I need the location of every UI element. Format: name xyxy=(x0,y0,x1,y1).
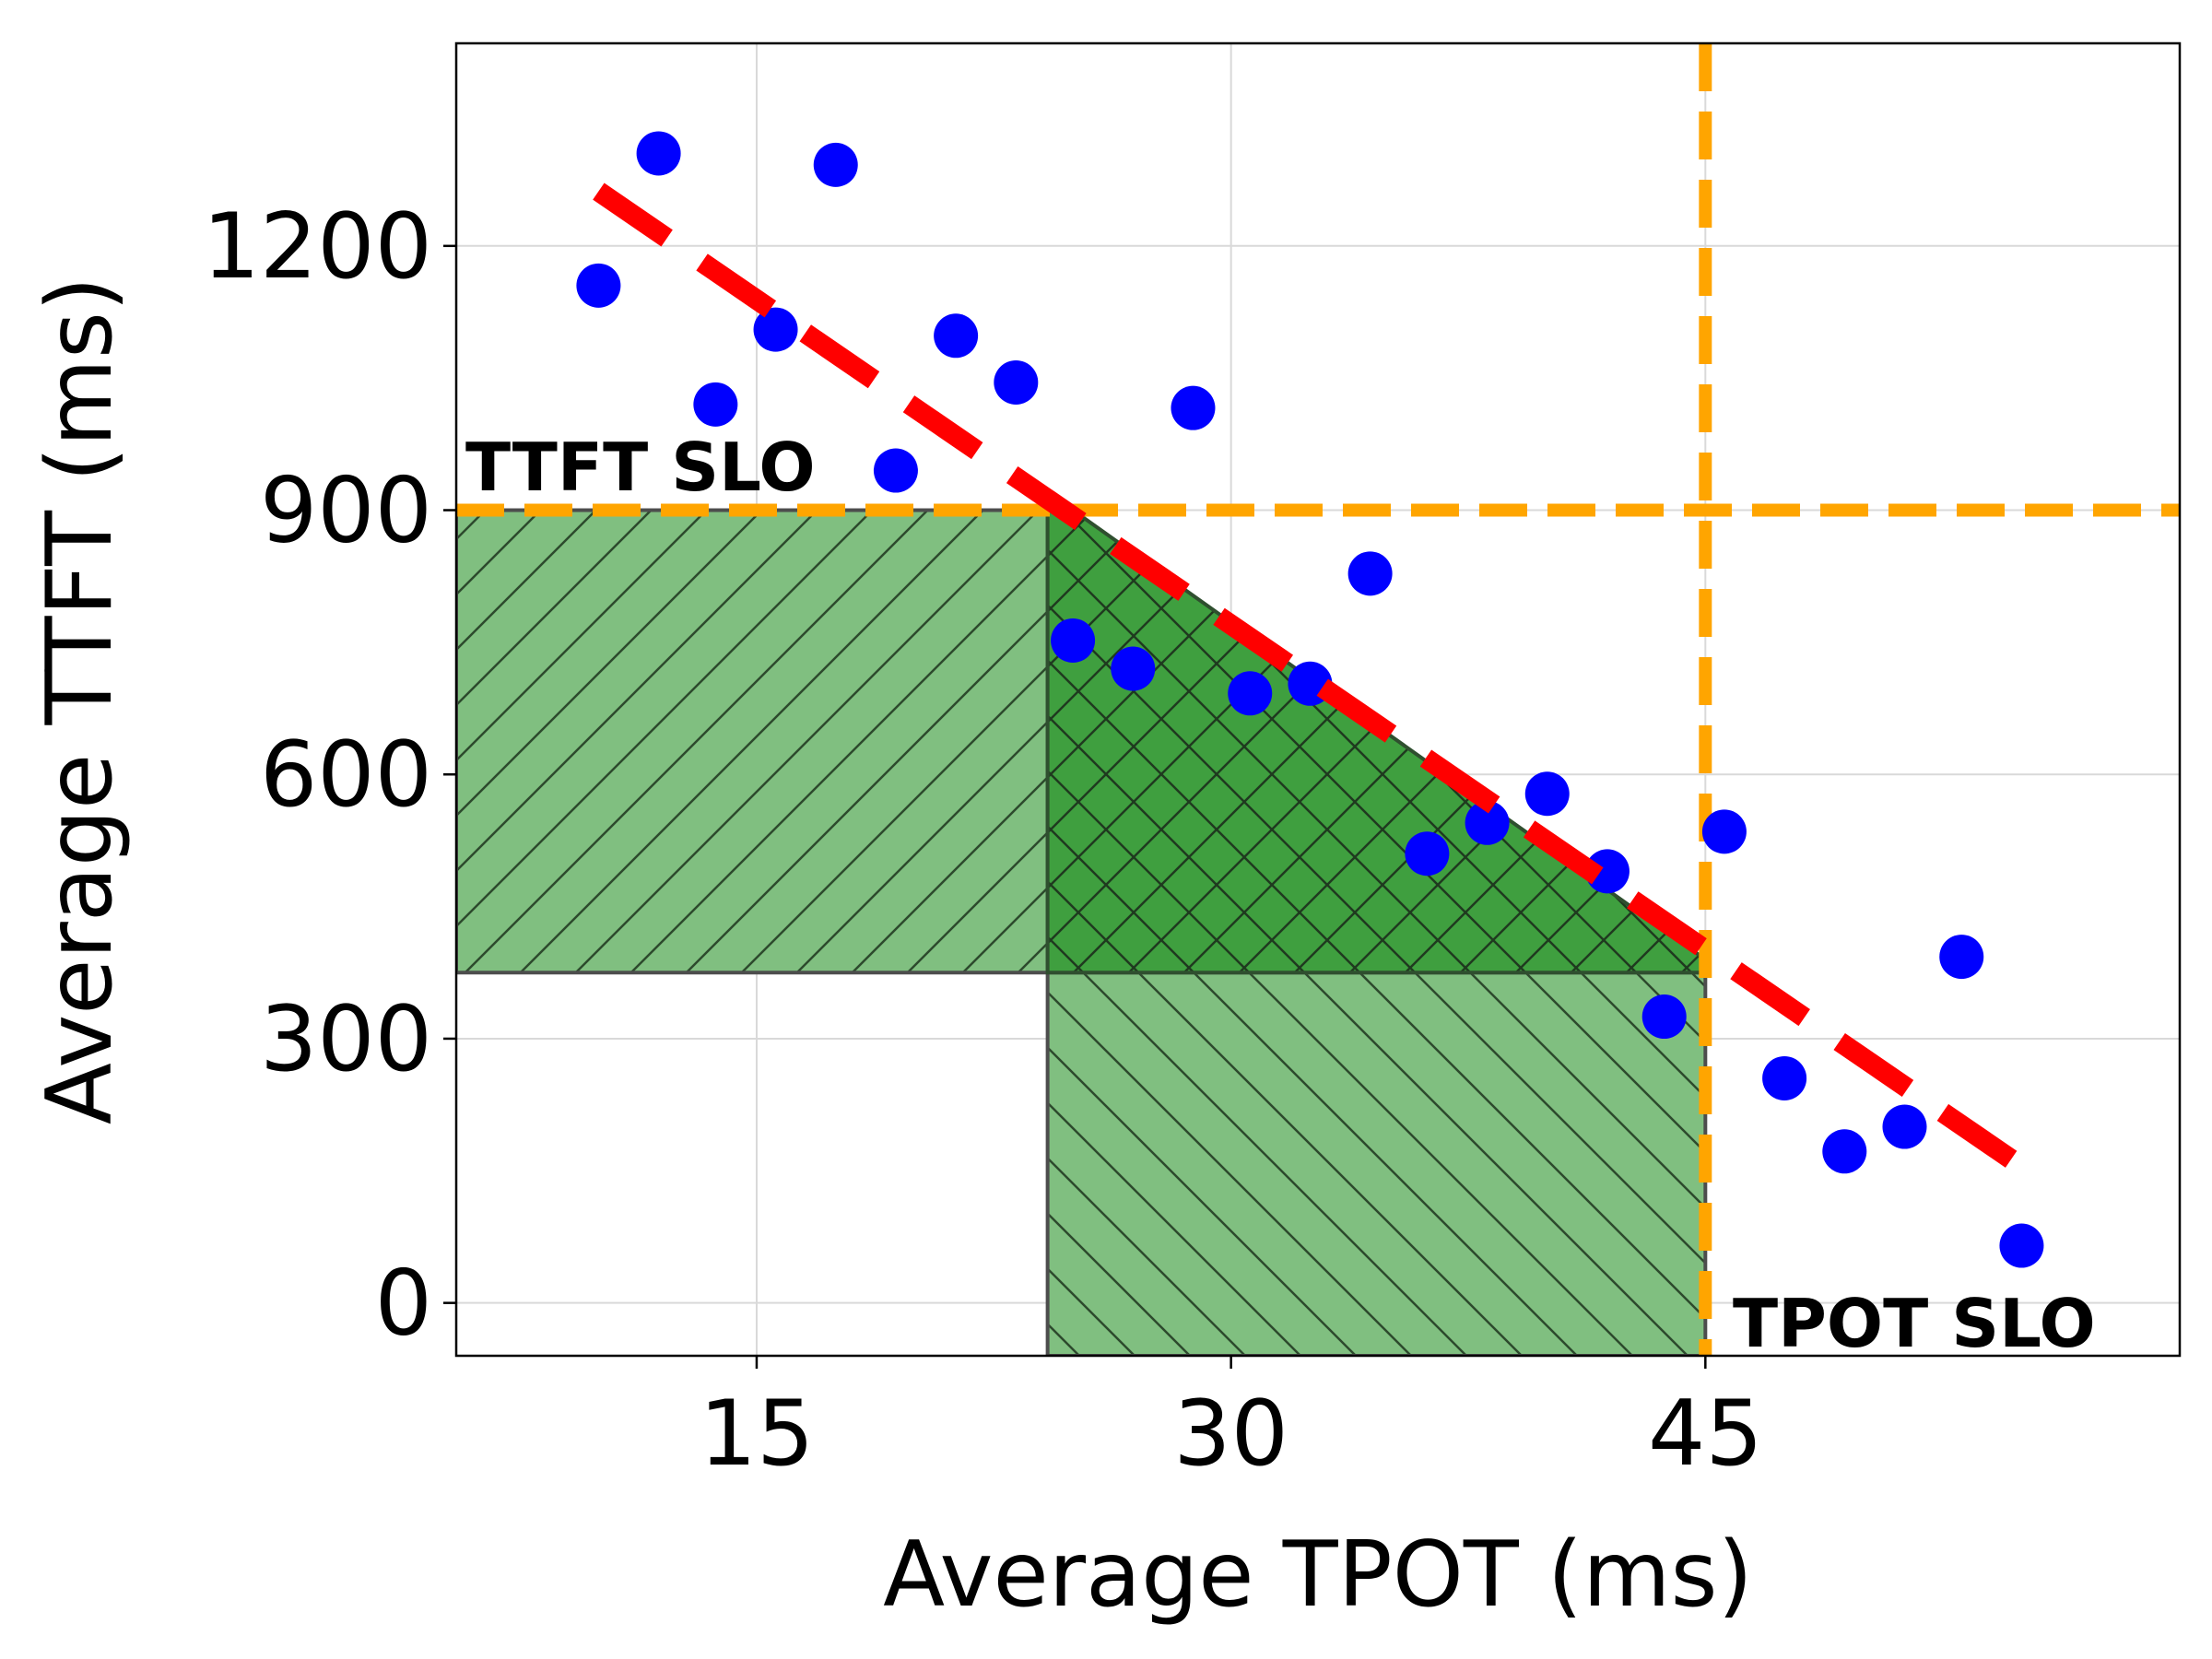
trend-line xyxy=(593,182,2028,1175)
data-point xyxy=(1584,849,1630,894)
x-tick-label: 45 xyxy=(1648,1382,1763,1487)
data-point xyxy=(1347,551,1393,596)
data-point xyxy=(934,313,979,359)
y-tick-label: 300 xyxy=(260,987,432,1092)
x-tick-label: 30 xyxy=(1173,1382,1288,1487)
ttft-slo-label: TTFT SLO xyxy=(465,429,816,506)
y-tick-label: 0 xyxy=(375,1252,432,1357)
data-point xyxy=(1405,831,1450,877)
data-point xyxy=(1939,935,1984,980)
slo-regions xyxy=(456,508,1708,1356)
y-tick-label: 600 xyxy=(260,723,432,828)
tpot-slo-region-hatch xyxy=(1045,971,1708,1356)
data-point xyxy=(1171,385,1216,430)
data-point xyxy=(693,382,738,427)
y-tick-label: 900 xyxy=(260,459,432,564)
data-point xyxy=(873,448,918,493)
data-point xyxy=(1111,646,1156,691)
data-points xyxy=(576,131,2044,1268)
x-axis-label: Average TPOT (ms) xyxy=(883,1523,1753,1628)
reference-lines xyxy=(456,43,2180,1356)
data-point xyxy=(636,131,681,176)
data-point xyxy=(1762,1055,1807,1100)
data-point xyxy=(1822,1129,1867,1174)
data-point xyxy=(1641,994,1687,1040)
ttft-slo-region-hatch xyxy=(456,508,1050,975)
data-point xyxy=(1228,671,1273,716)
data-point xyxy=(994,359,1039,405)
data-point xyxy=(1524,771,1570,817)
data-point xyxy=(1465,800,1510,845)
data-point xyxy=(1882,1104,1927,1149)
data-point xyxy=(576,263,621,308)
plot-frame xyxy=(454,41,2182,1358)
data-point xyxy=(1999,1223,2044,1268)
x-tick-label: 15 xyxy=(700,1382,815,1487)
y-tick-label: 1200 xyxy=(203,194,432,300)
axis-ticks: 15 30 45 0 300 600 900 1200 xyxy=(203,194,1763,1487)
data-point xyxy=(1051,618,1096,663)
data-point xyxy=(813,142,858,187)
data-point xyxy=(1701,809,1747,854)
tpot-slo-label: TPOT SLO xyxy=(1733,1285,2096,1362)
y-axis-label: Average TTFT (ms) xyxy=(28,276,133,1124)
data-point xyxy=(753,307,798,352)
